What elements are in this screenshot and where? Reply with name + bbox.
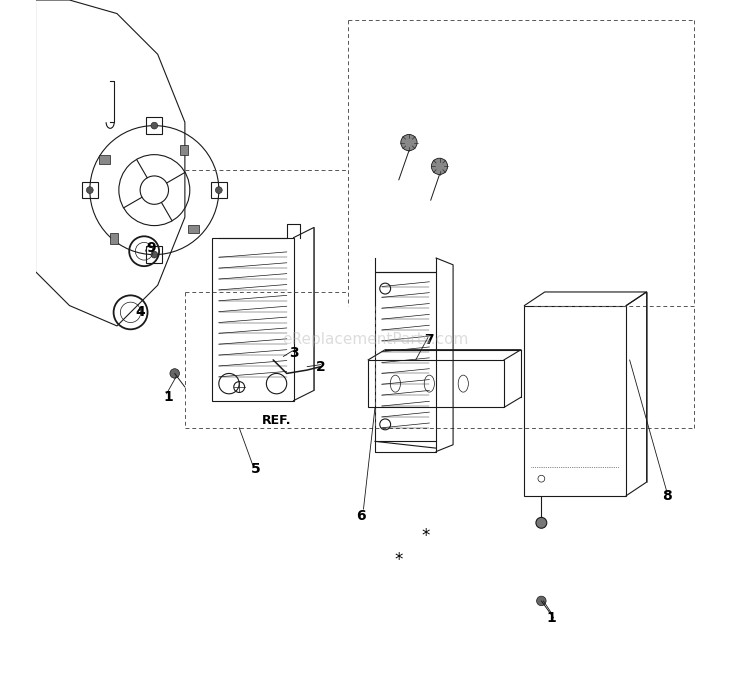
Text: 4: 4: [136, 306, 146, 319]
Circle shape: [400, 134, 417, 151]
Circle shape: [536, 596, 546, 606]
Text: *: *: [422, 528, 430, 545]
Bar: [179, 145, 188, 155]
Text: 8: 8: [662, 489, 672, 502]
Text: *: *: [394, 551, 403, 569]
Bar: [99, 155, 110, 164]
Bar: [211, 182, 227, 198]
Text: eReplacementParts.com: eReplacementParts.com: [282, 332, 468, 347]
Text: 7: 7: [424, 333, 434, 346]
Circle shape: [151, 122, 157, 129]
Text: 2: 2: [316, 360, 326, 373]
Text: 1: 1: [547, 611, 556, 625]
Circle shape: [151, 251, 157, 258]
Circle shape: [215, 187, 222, 194]
Bar: [212, 238, 293, 401]
Bar: [146, 246, 163, 263]
Bar: [188, 225, 199, 233]
Bar: [146, 117, 163, 134]
Bar: [368, 360, 504, 407]
Bar: [375, 272, 436, 441]
Circle shape: [170, 369, 179, 378]
Circle shape: [86, 187, 93, 194]
Circle shape: [536, 517, 547, 528]
Text: 1: 1: [163, 390, 172, 404]
Text: 6: 6: [356, 509, 366, 523]
Bar: [524, 306, 626, 496]
Circle shape: [431, 158, 448, 175]
Bar: [82, 182, 98, 198]
Text: 5: 5: [251, 462, 261, 475]
Text: 9: 9: [146, 241, 156, 255]
Bar: [110, 233, 118, 244]
Text: REF.: REF.: [262, 414, 291, 428]
Text: 3: 3: [289, 346, 298, 360]
